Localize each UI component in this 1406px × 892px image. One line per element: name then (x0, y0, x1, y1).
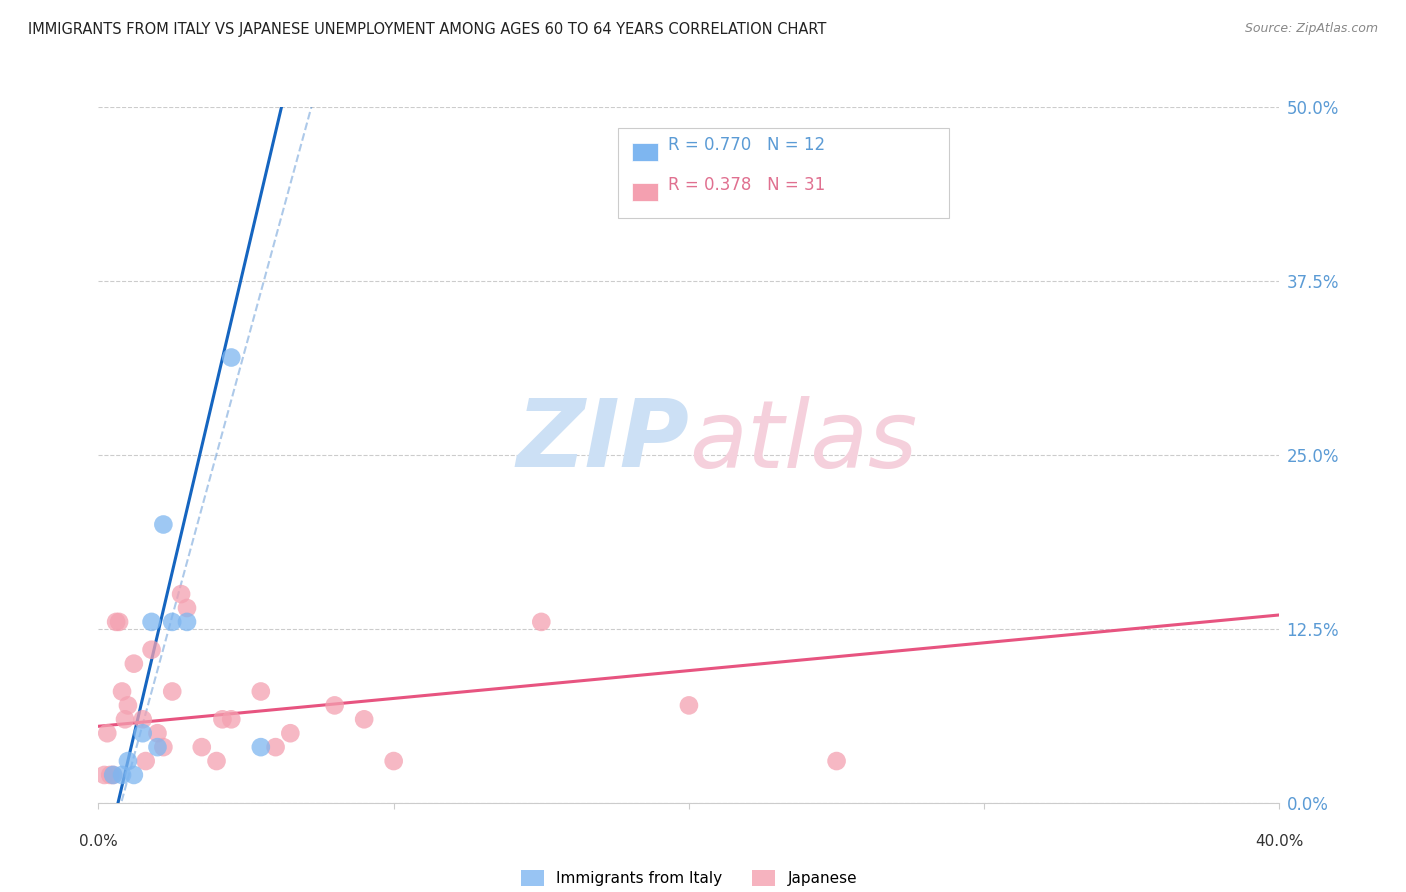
Point (211, 712, 233, 726)
Point (152, 517, 174, 532)
Point (678, 698, 700, 713)
FancyBboxPatch shape (633, 143, 658, 161)
Point (135, 754, 157, 768)
Point (278, 726, 302, 740)
Point (122, 768, 145, 782)
Point (170, 587, 193, 601)
Legend: Immigrants from Italy, Japanese: Immigrants from Italy, Japanese (515, 864, 863, 892)
Point (96, 726, 118, 740)
Point (141, 615, 163, 629)
FancyBboxPatch shape (619, 128, 949, 219)
Point (105, 615, 128, 629)
Point (250, 740, 273, 755)
Point (250, 684, 273, 698)
Point (162, 684, 183, 698)
Point (141, 642, 163, 657)
Point (264, 740, 287, 755)
Point (114, 712, 136, 726)
Point (132, 712, 155, 726)
Text: 40.0%: 40.0% (1256, 834, 1303, 849)
Point (353, 712, 375, 726)
FancyBboxPatch shape (633, 183, 658, 201)
Point (103, 768, 125, 782)
Point (146, 740, 169, 755)
Point (152, 740, 174, 755)
Point (111, 768, 134, 782)
Text: ZIP: ZIP (516, 395, 689, 487)
Point (108, 615, 131, 629)
Point (382, 754, 405, 768)
Point (98, 768, 121, 782)
Text: 0.0%: 0.0% (79, 834, 118, 849)
Text: Source: ZipAtlas.com: Source: ZipAtlas.com (1244, 22, 1378, 36)
Point (146, 726, 169, 740)
Point (219, 351, 242, 365)
Point (132, 726, 155, 740)
Point (117, 754, 139, 768)
Point (103, 768, 125, 782)
Point (191, 740, 214, 755)
Point (111, 684, 134, 698)
Point (530, 615, 553, 629)
Point (162, 615, 183, 629)
Point (93, 768, 115, 782)
Point (122, 657, 145, 671)
Point (205, 754, 228, 768)
Text: IMMIGRANTS FROM ITALY VS JAPANESE UNEMPLOYMENT AMONG AGES 60 TO 64 YEARS CORRELA: IMMIGRANTS FROM ITALY VS JAPANESE UNEMPL… (28, 22, 827, 37)
Point (323, 698, 346, 713)
Point (219, 712, 242, 726)
Point (825, 754, 848, 768)
Point (176, 615, 198, 629)
Text: R = 0.770   N = 12: R = 0.770 N = 12 (668, 136, 825, 154)
Point (176, 601, 198, 615)
Text: atlas: atlas (689, 395, 917, 486)
Text: R = 0.378   N = 31: R = 0.378 N = 31 (668, 176, 825, 194)
Point (117, 698, 139, 713)
